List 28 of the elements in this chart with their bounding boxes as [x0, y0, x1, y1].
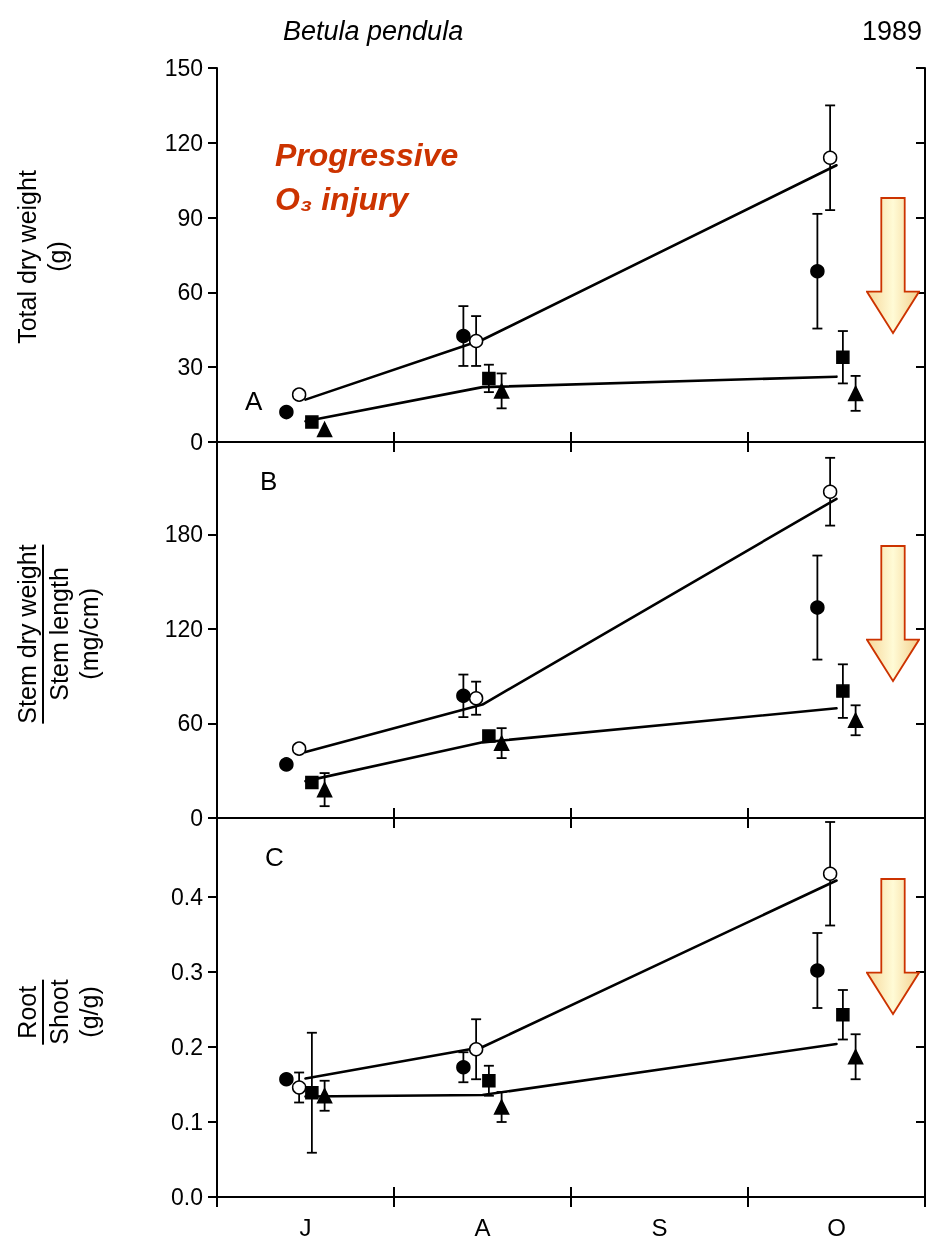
annotation: A	[245, 386, 263, 416]
y-tick-label: 120	[164, 615, 203, 642]
y-axis-title: Root Shoot (g/g)	[12, 979, 104, 1045]
y-tick-label: 120	[164, 129, 203, 156]
annotation: C	[265, 842, 284, 872]
y-axis-title: Total dry weight (g)	[12, 170, 72, 344]
chart-subtitle: 1989	[861, 15, 923, 46]
annotation: B	[260, 466, 278, 496]
y-tick-label: 150	[164, 55, 203, 81]
y-tick-label: 180	[164, 521, 203, 548]
y-tick-label: 0.0	[171, 1184, 203, 1210]
y-axis-title: Stem dry weight Stem length (mg/cm)	[12, 544, 104, 724]
x-tick-label: A	[474, 1213, 491, 1239]
y-tick-label: 90	[177, 204, 203, 231]
x-tick-label: O	[827, 1213, 846, 1239]
y-tick-label: 60	[177, 279, 203, 306]
y-tick-label: 30	[177, 354, 203, 381]
y-tick-label: 0	[190, 429, 203, 455]
x-tick-label: S	[651, 1213, 668, 1239]
annotation: Progressive O₃ injury	[275, 137, 459, 217]
y-tick-label: 0	[190, 805, 203, 831]
y-tick-label: 0.1	[171, 1109, 203, 1135]
y-tick-label: 0.4	[171, 884, 204, 910]
y-tick-label: 60	[177, 710, 203, 737]
x-tick-label: J	[299, 1213, 312, 1239]
y-tick-label: 0.3	[171, 959, 203, 985]
y-tick-label: 0.2	[171, 1034, 203, 1060]
chart-title: Betula pendula	[283, 15, 464, 46]
